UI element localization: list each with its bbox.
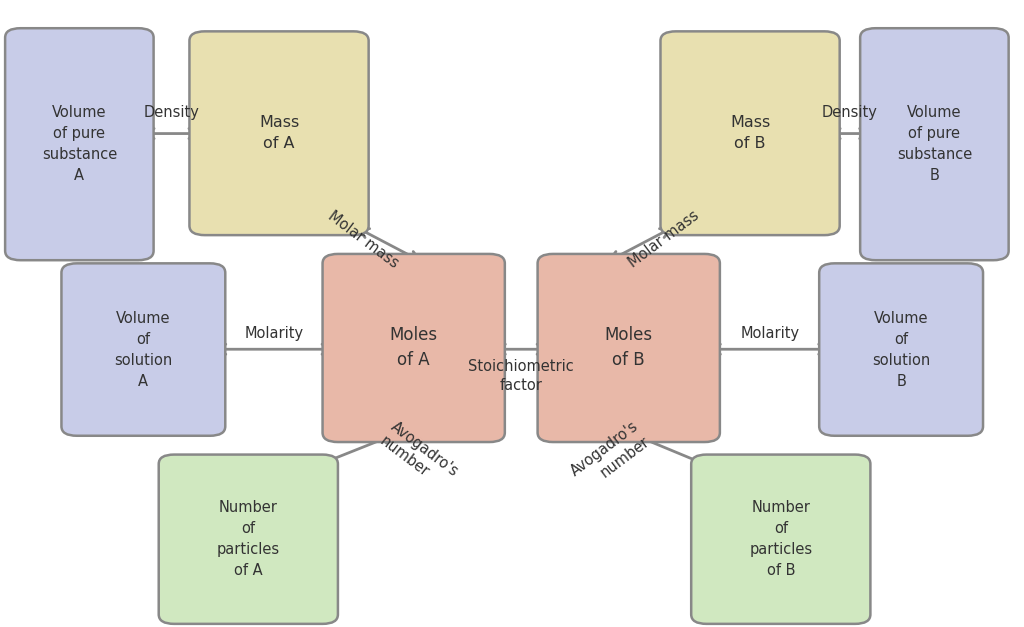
FancyBboxPatch shape (189, 31, 369, 235)
FancyBboxPatch shape (159, 455, 338, 624)
Text: Volume
of
solution
B: Volume of solution B (872, 310, 930, 389)
FancyBboxPatch shape (5, 28, 154, 260)
Text: Moles
of B: Moles of B (605, 327, 652, 369)
Text: Number
of
particles
of A: Number of particles of A (217, 500, 280, 578)
Text: Avogadro's
number: Avogadro's number (377, 419, 462, 494)
Text: Volume
of pure
substance
B: Volume of pure substance B (897, 105, 972, 183)
Text: Density: Density (144, 105, 200, 120)
FancyBboxPatch shape (860, 28, 1009, 260)
Text: Volume
of pure
substance
A: Volume of pure substance A (42, 105, 117, 183)
FancyBboxPatch shape (323, 254, 505, 442)
Text: Molarity: Molarity (740, 326, 800, 341)
FancyBboxPatch shape (61, 263, 225, 436)
FancyBboxPatch shape (691, 455, 870, 624)
Text: Density: Density (822, 105, 878, 120)
Text: Mass
of B: Mass of B (730, 115, 770, 151)
Text: Number
of
particles
of B: Number of particles of B (750, 500, 812, 578)
Text: Molarity: Molarity (245, 326, 304, 341)
Text: Stoichiometric
factor: Stoichiometric factor (468, 359, 574, 393)
Text: Avogadro's
number: Avogadro's number (567, 419, 652, 494)
Text: Mass
of A: Mass of A (259, 115, 299, 151)
FancyBboxPatch shape (538, 254, 720, 442)
Text: Moles
of A: Moles of A (390, 327, 437, 369)
FancyBboxPatch shape (660, 31, 840, 235)
Text: Volume
of
solution
A: Volume of solution A (115, 310, 172, 389)
FancyBboxPatch shape (819, 263, 983, 436)
Text: Molar mass: Molar mass (626, 208, 701, 271)
Text: Molar mass: Molar mass (326, 208, 401, 271)
